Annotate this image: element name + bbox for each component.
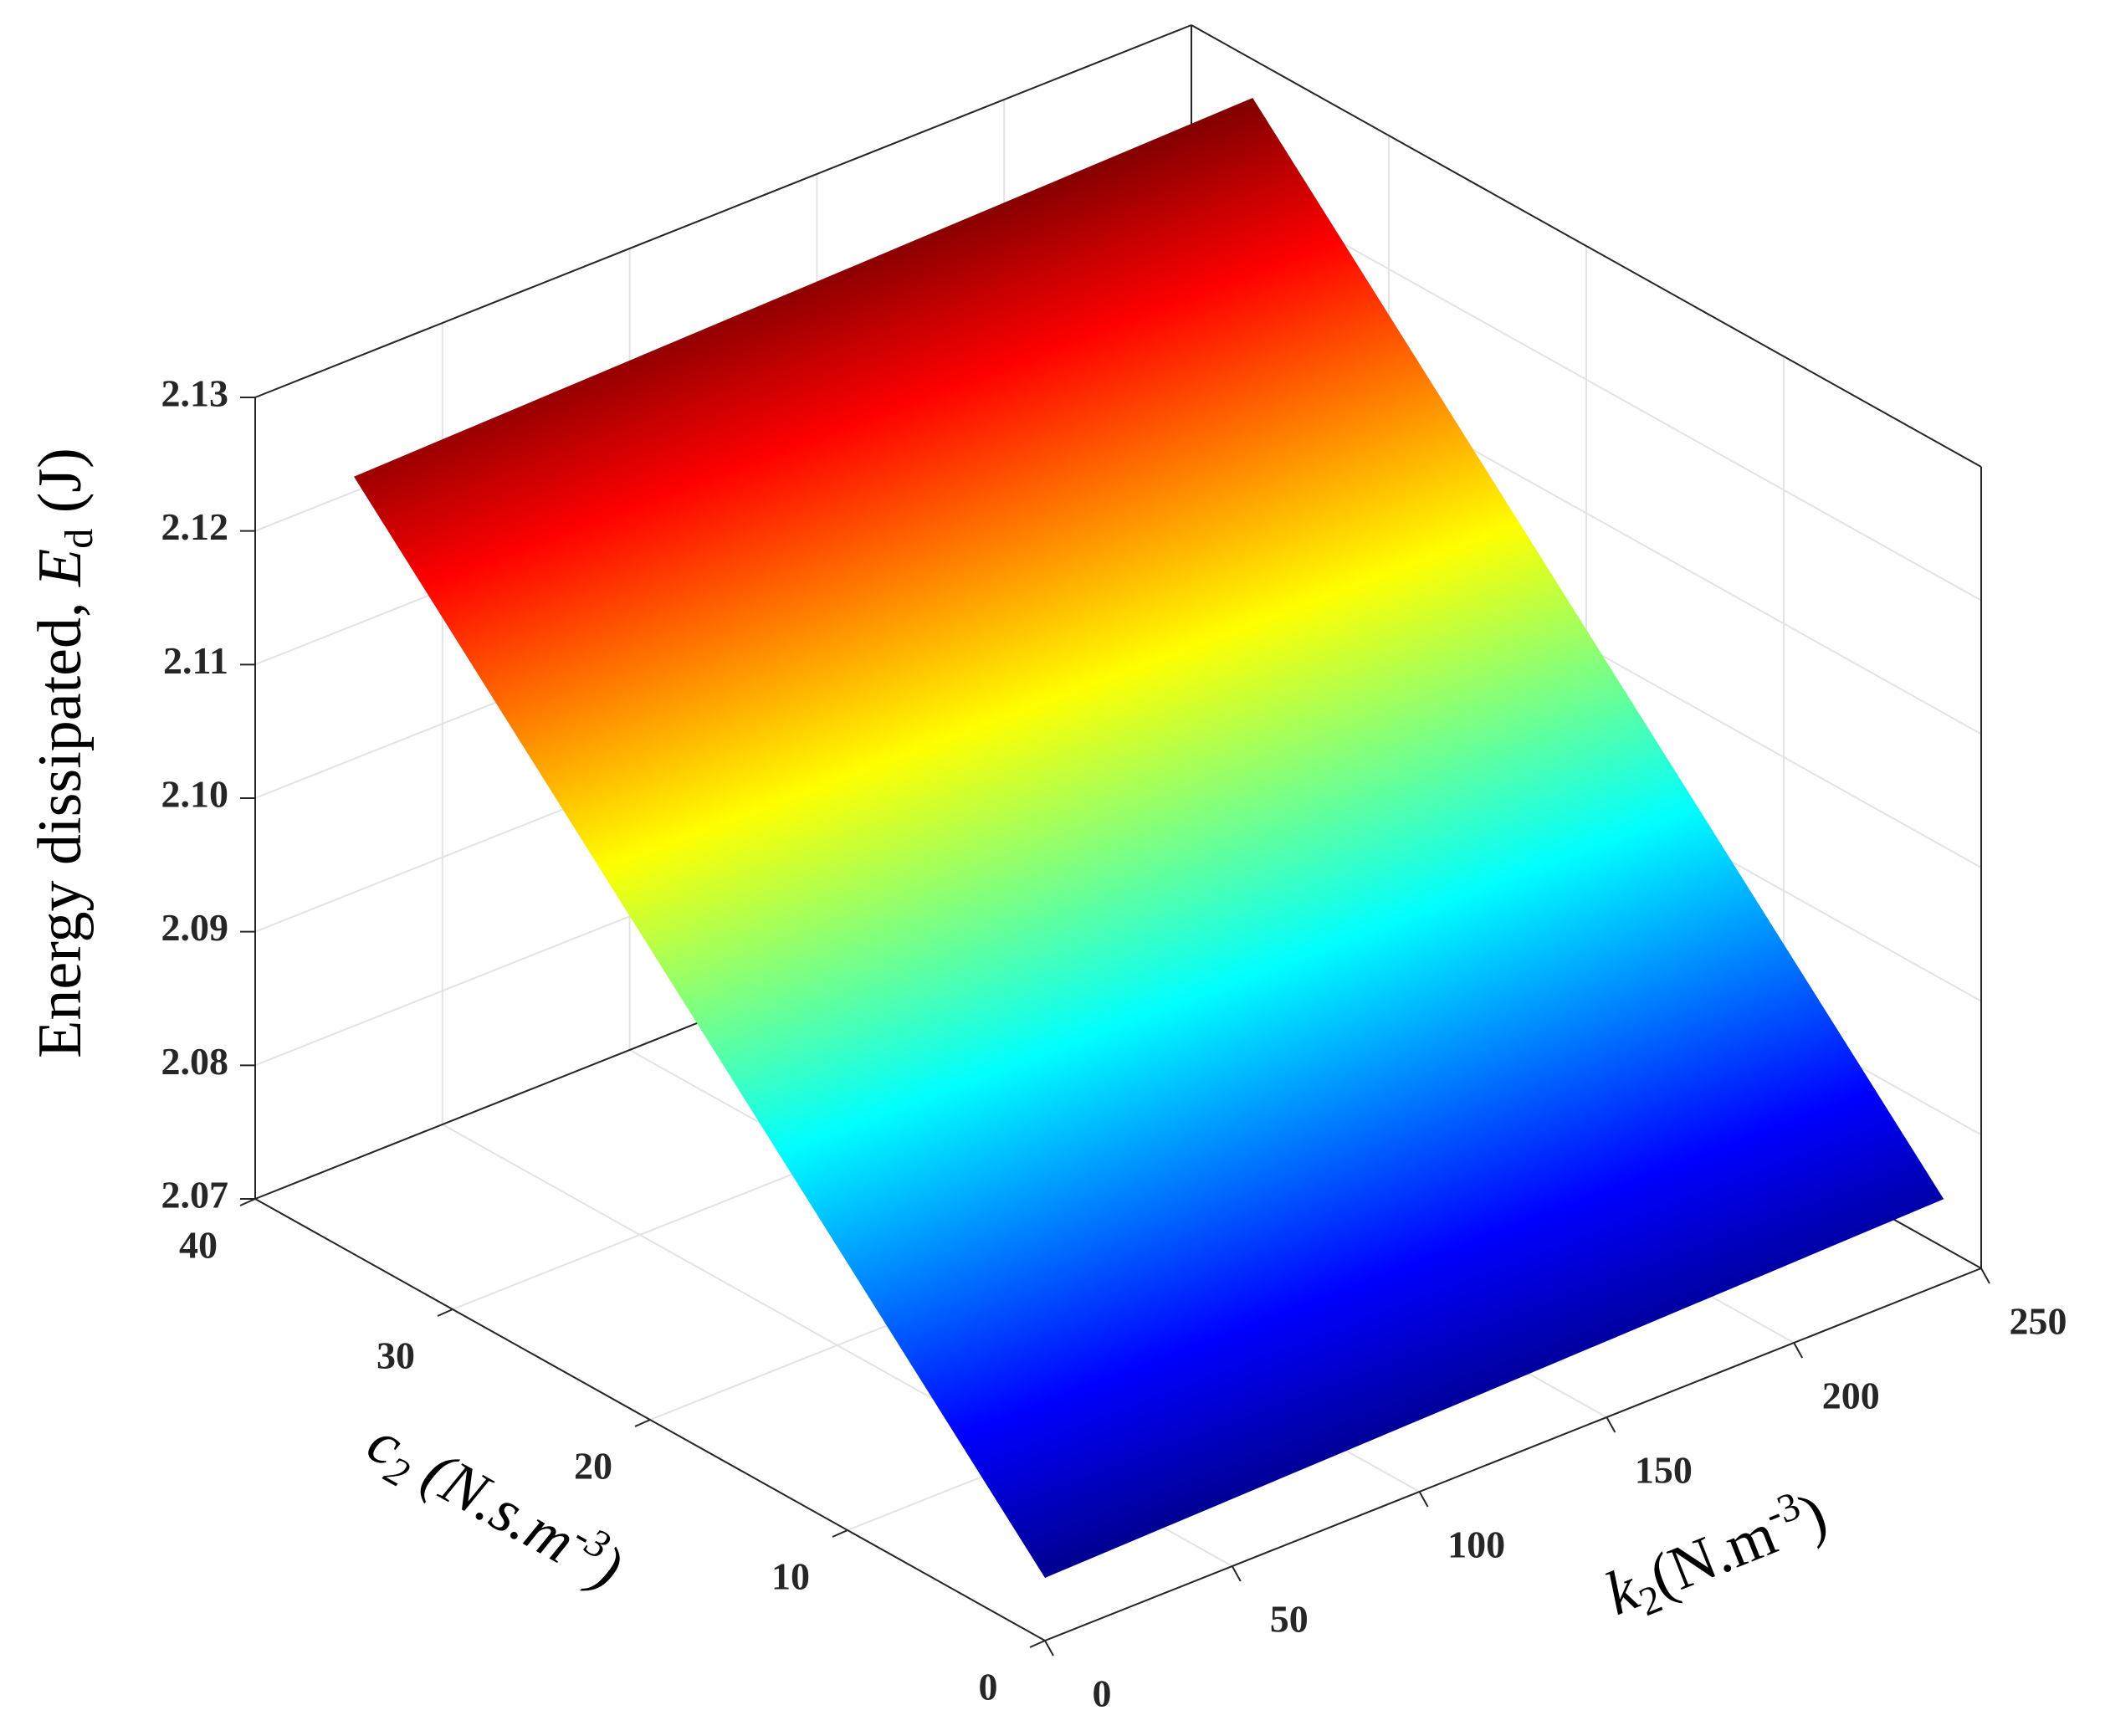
x-tick-label: 250 <box>2010 1300 2067 1343</box>
x-tick-label: 0 <box>1093 1672 1112 1715</box>
y-tick <box>832 1529 848 1538</box>
z-tick-label: 2.10 <box>161 773 229 816</box>
axis-box-line <box>1044 1267 1982 1641</box>
z-tick-label: 2.08 <box>161 1040 229 1083</box>
x-tick <box>1793 1342 1804 1359</box>
z-label-unit: (J) <box>26 448 95 513</box>
x-label-unit: (N.m <box>1641 1500 1786 1611</box>
y-tick <box>239 1198 256 1206</box>
y-tick-label: 30 <box>376 1334 415 1377</box>
z-tick-label: 2.12 <box>161 505 229 548</box>
z-tick-label: 2.07 <box>161 1174 229 1216</box>
z-tick-label: 2.13 <box>161 372 229 415</box>
y-axis-label: c2 (N.s.m-3) <box>353 1404 635 1610</box>
z-tick-label: 2.11 <box>163 639 228 682</box>
x-tick-label: 200 <box>1822 1375 1880 1417</box>
axis-box-line <box>1191 24 1982 468</box>
z-label-symbol: E <box>26 549 95 587</box>
x-tick <box>1231 1565 1242 1582</box>
z-label-subscript: d <box>57 529 101 549</box>
y-tick <box>437 1308 453 1317</box>
axis-box-line <box>254 24 1192 398</box>
y-tick-label: 10 <box>771 1555 810 1598</box>
x-tick <box>1418 1491 1429 1508</box>
z-tick-label: 2.09 <box>161 906 229 949</box>
y-tick <box>1029 1640 1046 1648</box>
y-tick-label: 0 <box>979 1666 998 1708</box>
x-tick <box>1606 1416 1616 1433</box>
x-tick-label: 100 <box>1447 1523 1505 1566</box>
y-tick <box>634 1419 651 1427</box>
x-tick-label: 50 <box>1270 1598 1309 1641</box>
x-tick <box>1980 1267 1990 1284</box>
x-tick-label: 150 <box>1635 1449 1693 1492</box>
y-tick-label: 20 <box>574 1445 612 1488</box>
z-axis-label: Energy dissipated, Ed (J) <box>26 448 101 1058</box>
z-label-text: Energy dissipated, <box>26 602 95 1057</box>
y-label-unit: (N.s.m <box>412 1438 586 1577</box>
x-tick <box>1044 1640 1054 1657</box>
surface <box>354 97 1944 1578</box>
x-axis-label: k2(N.m-3) <box>1595 1476 1838 1635</box>
y-tick-label: 40 <box>179 1224 218 1267</box>
